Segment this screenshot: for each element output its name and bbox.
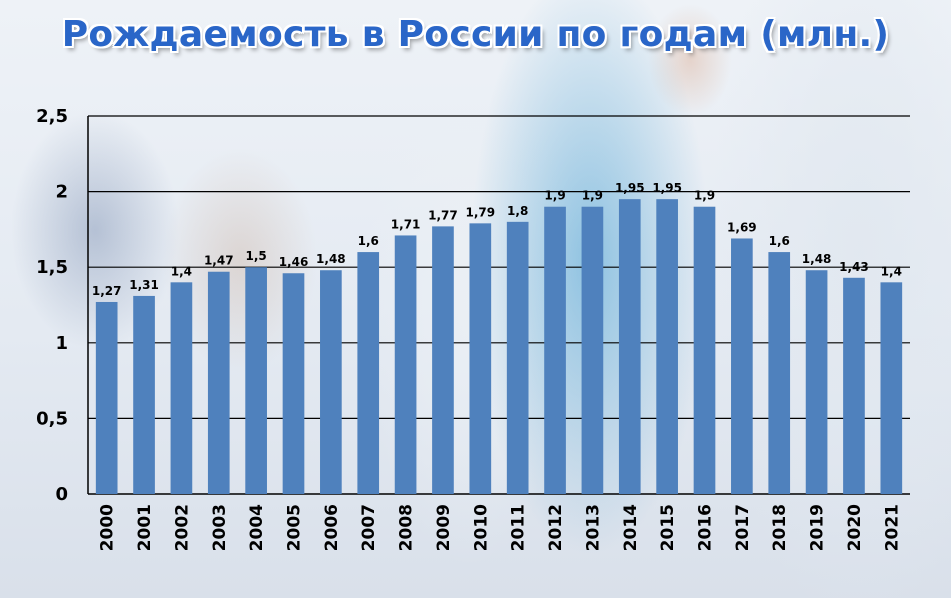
bar <box>432 226 454 494</box>
bar <box>731 238 753 494</box>
bar <box>95 301 118 494</box>
x-axis-ticks: 2000 2001 2002 2003 2004 2005 2006 2007 2008 2009… <box>98 504 903 551</box>
x-tick-label: 2021 <box>882 504 902 551</box>
data-label: 1,46 <box>279 255 309 269</box>
bar <box>245 267 267 494</box>
bar <box>282 273 305 494</box>
x-tick-label: 2010 <box>471 504 491 551</box>
x-tick-label: 2003 <box>210 504 230 551</box>
data-label: 1,9 <box>694 189 715 203</box>
bar <box>880 282 903 494</box>
bar <box>805 270 828 494</box>
x-tick-label: 2005 <box>285 504 305 551</box>
x-tick-label: 2006 <box>322 504 342 551</box>
data-label: 1,43 <box>839 260 869 274</box>
bar <box>207 271 230 494</box>
data-label: 1,9 <box>582 189 603 203</box>
bar <box>544 206 566 494</box>
x-tick-label: 2020 <box>845 504 865 551</box>
x-tick-label: 2019 <box>808 504 828 551</box>
data-label: 1,79 <box>466 205 496 219</box>
data-label: 1,5 <box>246 249 267 263</box>
x-tick-label: 2016 <box>696 504 716 551</box>
data-label: 1,48 <box>316 252 346 266</box>
bar <box>170 282 193 494</box>
y-tick-label: 0,5 <box>36 408 68 429</box>
bar <box>506 221 529 494</box>
data-label: 1,48 <box>802 252 832 266</box>
data-labels: 1,27 1,31 1,4 1,47 1,5 1,46 1,48 1,6 1,71 1,77 1,7… <box>92 181 902 298</box>
y-tick-label: 0 <box>55 484 68 505</box>
bar <box>768 252 791 494</box>
y-tick-label: 1,5 <box>36 257 68 278</box>
x-tick-label: 2002 <box>172 504 192 551</box>
bar <box>843 277 865 494</box>
data-label: 1,6 <box>358 234 379 248</box>
data-label: 1,27 <box>92 284 122 298</box>
data-label: 1,47 <box>204 254 234 268</box>
data-label: 1,9 <box>544 189 565 203</box>
data-label: 1,77 <box>428 208 458 222</box>
data-label: 1,95 <box>615 181 645 195</box>
x-tick-label: 2000 <box>98 504 118 551</box>
y-tick-label: 2 <box>55 182 68 203</box>
bar <box>394 235 417 494</box>
x-tick-label: 2018 <box>770 504 790 551</box>
bar <box>581 206 604 494</box>
x-tick-label: 2015 <box>658 504 678 551</box>
chart-title: Рождаемость в России по годам (млн.) <box>61 14 890 55</box>
x-tick-label: 2014 <box>621 504 641 551</box>
x-tick-label: 2008 <box>397 504 417 551</box>
data-label: 1,31 <box>129 278 159 292</box>
data-label: 1,4 <box>881 264 902 278</box>
bars <box>95 199 903 495</box>
x-tick-label: 2009 <box>434 504 454 551</box>
bar <box>133 295 155 494</box>
x-tick-label: 2012 <box>546 504 566 551</box>
data-label: 1,6 <box>769 234 790 248</box>
bar <box>656 199 678 494</box>
bar <box>693 206 716 494</box>
y-tick-label: 1 <box>55 333 68 354</box>
y-axis-ticks: 0 0,5 1 1,5 2 2,5 <box>36 106 68 505</box>
x-tick-label: 2017 <box>733 504 753 551</box>
x-tick-label: 2001 <box>135 504 155 551</box>
y-tick-label: 2,5 <box>36 106 68 127</box>
bar <box>618 199 641 494</box>
x-tick-label: 2007 <box>359 504 379 551</box>
data-label: 1,4 <box>171 264 192 278</box>
x-tick-label: 2004 <box>247 504 267 551</box>
data-label: 1,8 <box>507 204 528 218</box>
data-label: 1,71 <box>391 217 421 231</box>
bar <box>469 223 492 495</box>
data-label: 1,69 <box>727 220 757 234</box>
bar <box>320 270 342 494</box>
data-label: 1,95 <box>652 181 682 195</box>
x-tick-label: 2011 <box>509 504 529 551</box>
bar <box>357 252 380 494</box>
x-tick-label: 2013 <box>583 504 603 551</box>
